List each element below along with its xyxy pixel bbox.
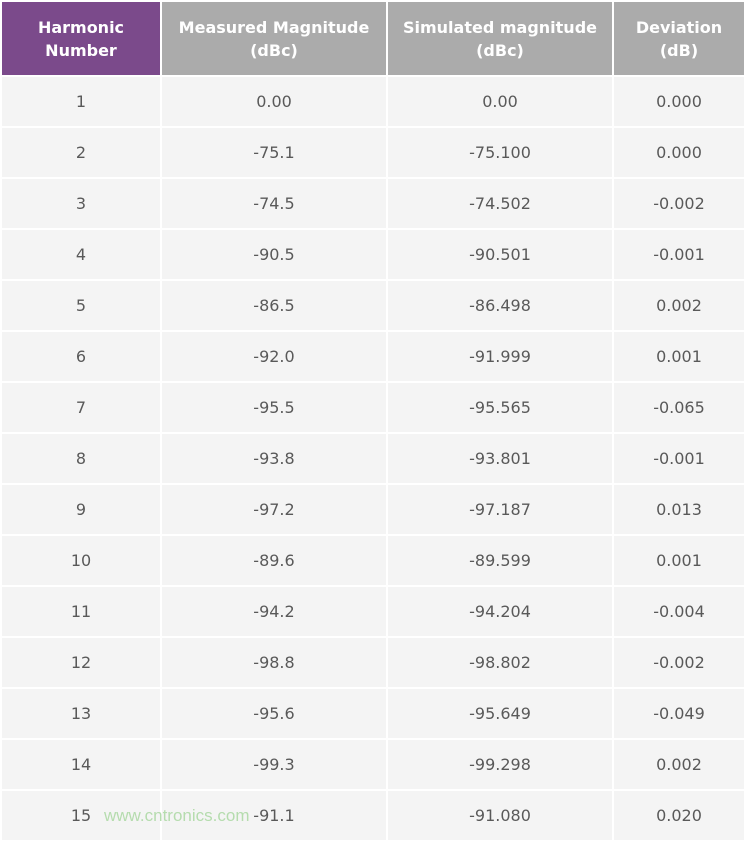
table-row: 15 -91.1 -91.080 0.020 — [2, 791, 744, 840]
cell-deviation: 0.002 — [614, 740, 744, 789]
header-measured-magnitude: Measured Magnitude (dBc) — [162, 2, 386, 75]
cell-simulated-magnitude: -95.565 — [388, 383, 612, 432]
header-text: Harmonic — [37, 17, 125, 37]
cell-measured-magnitude: -91.1 — [162, 791, 386, 840]
header-harmonic-number: Harmonic Number — [2, 2, 160, 75]
cell-simulated-magnitude: -98.802 — [388, 638, 612, 687]
cell-harmonic-number: 11 — [2, 587, 160, 636]
cell-harmonic-number: 1 — [2, 77, 160, 126]
cell-measured-magnitude: -94.2 — [162, 587, 386, 636]
cell-harmonic-number: 12 — [2, 638, 160, 687]
table-row: 7 -95.5 -95.565 -0.065 — [2, 383, 744, 432]
header-text: Number — [45, 40, 117, 60]
cell-harmonic-number: 3 — [2, 179, 160, 228]
table-row: 14 -99.3 -99.298 0.002 — [2, 740, 744, 789]
cell-harmonic-number: 14 — [2, 740, 160, 789]
cell-measured-magnitude: -75.1 — [162, 128, 386, 177]
header-deviation: Deviation (dB) — [614, 2, 744, 75]
cell-deviation: -0.065 — [614, 383, 744, 432]
cell-simulated-magnitude: -74.502 — [388, 179, 612, 228]
cell-deviation: -0.001 — [614, 434, 744, 483]
cell-measured-magnitude: -86.5 — [162, 281, 386, 330]
header-text: (dBc) — [476, 40, 524, 60]
cell-simulated-magnitude: -75.100 — [388, 128, 612, 177]
table-row: 2 -75.1 -75.100 0.000 — [2, 128, 744, 177]
cell-measured-magnitude: -95.6 — [162, 689, 386, 738]
cell-harmonic-number: 2 — [2, 128, 160, 177]
cell-measured-magnitude: -97.2 — [162, 485, 386, 534]
cell-measured-magnitude: 0.00 — [162, 77, 386, 126]
cell-deviation: 0.000 — [614, 77, 744, 126]
table-row: 1 0.00 0.00 0.000 — [2, 77, 744, 126]
cell-harmonic-number: 13 — [2, 689, 160, 738]
cell-simulated-magnitude: -86.498 — [388, 281, 612, 330]
cell-simulated-magnitude: -93.801 — [388, 434, 612, 483]
table-row: 10 -89.6 -89.599 0.001 — [2, 536, 744, 585]
cell-harmonic-number: 6 — [2, 332, 160, 381]
cell-deviation: -0.002 — [614, 179, 744, 228]
table-row: 8 -93.8 -93.801 -0.001 — [2, 434, 744, 483]
cell-measured-magnitude: -89.6 — [162, 536, 386, 585]
header-text: Measured Magnitude — [178, 17, 370, 37]
table-row: 3 -74.5 -74.502 -0.002 — [2, 179, 744, 228]
cell-harmonic-number: 5 — [2, 281, 160, 330]
table-row: 12 -98.8 -98.802 -0.002 — [2, 638, 744, 687]
table-row: 13 -95.6 -95.649 -0.049 — [2, 689, 744, 738]
cell-deviation: 0.002 — [614, 281, 744, 330]
table-row: 5 -86.5 -86.498 0.002 — [2, 281, 744, 330]
cell-measured-magnitude: -98.8 — [162, 638, 386, 687]
cell-simulated-magnitude: -95.649 — [388, 689, 612, 738]
cell-deviation: 0.020 — [614, 791, 744, 840]
header-text: (dBc) — [250, 40, 298, 60]
table-row: 6 -92.0 -91.999 0.001 — [2, 332, 744, 381]
cell-deviation: 0.001 — [614, 536, 744, 585]
cell-measured-magnitude: -99.3 — [162, 740, 386, 789]
watermark: www.cntronics.com — [104, 806, 250, 825]
table-row: 11 -94.2 -94.204 -0.004 — [2, 587, 744, 636]
cell-simulated-magnitude: 0.00 — [388, 77, 612, 126]
cell-deviation: -0.049 — [614, 689, 744, 738]
header-text: Simulated magnitude — [402, 17, 597, 37]
header-simulated-magnitude: Simulated magnitude (dBc) — [388, 2, 612, 75]
cell-simulated-magnitude: -91.080 — [388, 791, 612, 840]
cell-simulated-magnitude: -97.187 — [388, 485, 612, 534]
cell-harmonic-number: 15 — [2, 791, 160, 840]
table-row: 4 -90.5 -90.501 -0.001 — [2, 230, 744, 279]
cell-measured-magnitude: -92.0 — [162, 332, 386, 381]
cell-measured-magnitude: -90.5 — [162, 230, 386, 279]
cell-harmonic-number: 7 — [2, 383, 160, 432]
cell-measured-magnitude: -74.5 — [162, 179, 386, 228]
cell-harmonic-number: 8 — [2, 434, 160, 483]
cell-harmonic-number: 10 — [2, 536, 160, 585]
table-row: 9 -97.2 -97.187 0.013 — [2, 485, 744, 534]
cell-deviation: -0.002 — [614, 638, 744, 687]
cell-measured-magnitude: -93.8 — [162, 434, 386, 483]
cell-simulated-magnitude: -94.204 — [388, 587, 612, 636]
cell-simulated-magnitude: -99.298 — [388, 740, 612, 789]
cell-simulated-magnitude: -89.599 — [388, 536, 612, 585]
cell-simulated-magnitude: -90.501 — [388, 230, 612, 279]
header-text: (dB) — [659, 40, 699, 60]
cell-deviation: 0.013 — [614, 485, 744, 534]
cell-harmonic-number: 4 — [2, 230, 160, 279]
cell-measured-magnitude: -95.5 — [162, 383, 386, 432]
cell-deviation: 0.001 — [614, 332, 744, 381]
header-text: Deviation — [635, 17, 723, 37]
cell-deviation: -0.004 — [614, 587, 744, 636]
cell-harmonic-number: 9 — [2, 485, 160, 534]
header-row: Harmonic Number Measured Magnitude (dBc) Sim… — [2, 2, 744, 75]
cell-deviation: 0.000 — [614, 128, 744, 177]
cell-simulated-magnitude: -91.999 — [388, 332, 612, 381]
cell-deviation: -0.001 — [614, 230, 744, 279]
